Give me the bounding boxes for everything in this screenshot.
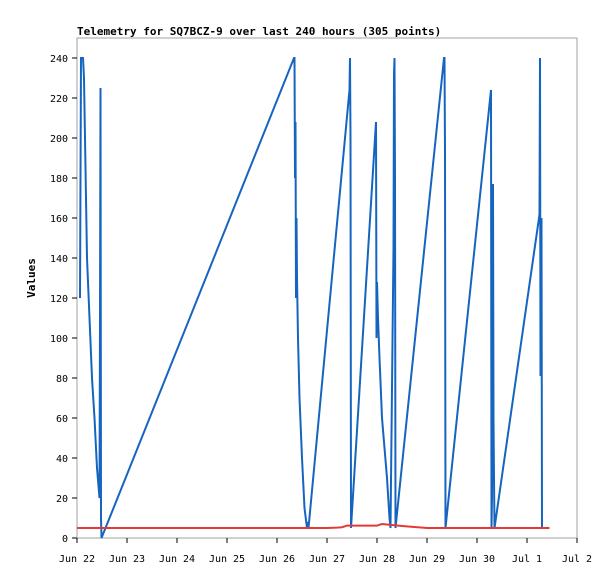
x-tick-label: Jul 1 [512,554,542,565]
y-tick-label: 100 [50,334,68,345]
x-axis: Jun 22 Jun 23 Jun 24 Jun 25 Jun 26 Jun 27 Jun … [59,538,592,565]
series-layer [77,57,550,539]
x-tick-label: Jun 29 [409,554,445,565]
y-tick-label: 200 [50,134,68,145]
y-tick-label: 240 [50,54,68,65]
y-tick-label: 160 [50,214,68,225]
y-axis-label: Values [25,258,38,298]
y-tick-label: 0 [62,534,68,545]
x-tick-label: Jun 30 [459,554,495,565]
x-tick-label: Jun 23 [109,554,145,565]
series-line-1 [77,522,550,529]
y-tick-label: 140 [50,254,68,265]
y-axis: 0 20 40 60 80 100 120 140 160 180 200 220 240 [50,54,77,545]
chart-title: Telemetry for SQ7BCZ-9 over last 240 hou… [77,25,441,38]
x-tick-label: Jun 26 [259,554,295,565]
plot-area [76,37,578,539]
y-tick-label: 80 [56,374,68,385]
x-tick-label: Jun 28 [359,554,395,565]
y-tick-label: 20 [56,494,68,505]
x-tick-label: Jun 25 [209,554,245,565]
y-tick-label: 180 [50,174,68,185]
series-line-0 [79,57,543,539]
x-tick-label: Jul 2 [562,554,592,565]
y-tick-label: 120 [50,294,68,305]
x-tick-label: Jun 27 [309,554,345,565]
y-tick-label: 60 [56,414,68,425]
x-tick-label: Jun 24 [159,554,195,565]
y-tick-label: 40 [56,454,68,465]
y-tick-label: 220 [50,94,68,105]
x-tick-label: Jun 22 [59,554,95,565]
